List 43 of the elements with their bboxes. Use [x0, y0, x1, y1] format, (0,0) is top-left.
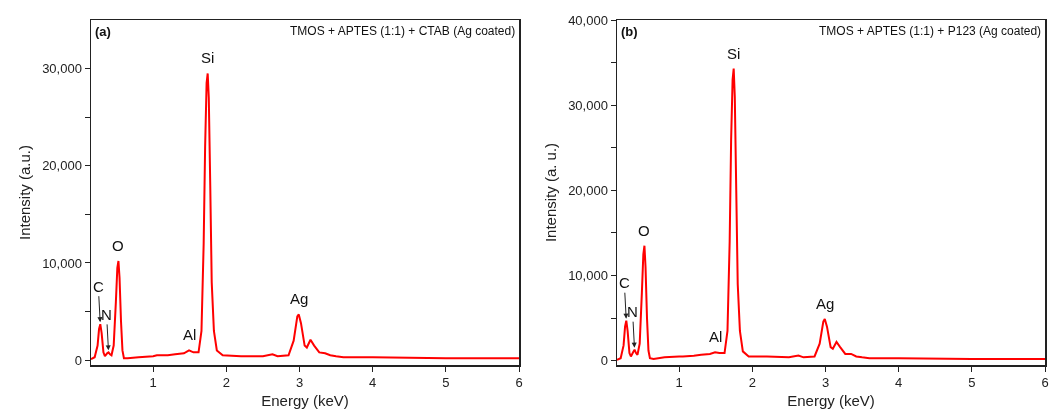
y-tick-label: 40,000 — [568, 12, 608, 28]
line-series — [91, 72, 519, 361]
x-tick-label: 6 — [515, 375, 523, 391]
x-tick-label: 5 — [442, 375, 450, 391]
annotation: O — [112, 237, 124, 254]
y-tick-label: 10,000 — [568, 268, 608, 284]
x-tick-label: 4 — [895, 375, 903, 391]
y-axis-title: Intensity (a.u.) — [15, 144, 33, 241]
x-tick-label: 1 — [149, 375, 157, 391]
chart-subtitle: TMOS + APTES (1:1) + CTAB (Ag coated) — [290, 24, 516, 38]
x-tick-label: 2 — [222, 375, 230, 391]
y-tick-label: 30,000 — [42, 61, 82, 77]
y-tick-label: 10,000 — [42, 255, 82, 271]
x-tick-label: 3 — [295, 375, 304, 391]
chart-title: (a) — [95, 24, 111, 39]
annotation: C — [619, 274, 630, 291]
chart-title: (b) — [621, 24, 638, 39]
annotation: Al — [183, 326, 197, 343]
annotation: O — [638, 222, 650, 239]
annotation: Al — [709, 328, 723, 345]
x-axis-title: Energy (keV) — [261, 391, 349, 409]
annotation: Ag — [816, 295, 835, 312]
x-tick-label: 1 — [675, 375, 683, 391]
annotation: Ag — [290, 290, 309, 307]
y-tick-label: 0 — [600, 353, 608, 369]
y-tick-label: 0 — [74, 352, 82, 368]
annotation: Si — [201, 49, 215, 66]
annotation: N — [627, 303, 638, 320]
annotation: Si — [727, 45, 741, 62]
y-tick-label: 20,000 — [568, 182, 608, 198]
line-series — [617, 67, 1045, 361]
annotation: C — [93, 278, 104, 295]
y-axis-title: Intensity (a. u.) — [541, 142, 559, 243]
x-tick-label: 2 — [748, 375, 756, 391]
x-axis-title: Energy (keV) — [787, 391, 875, 409]
x-tick-label: 6 — [1041, 375, 1049, 391]
x-tick-label: 4 — [369, 375, 377, 391]
x-tick-label: 5 — [968, 375, 976, 391]
chart-subtitle: TMOS + APTES (1:1) + P123 (Ag coated) — [819, 24, 1042, 38]
y-tick-label: 30,000 — [568, 97, 608, 113]
x-tick-label: 3 — [821, 375, 830, 391]
y-tick-label: 20,000 — [42, 158, 82, 174]
annotation: N — [101, 306, 112, 323]
